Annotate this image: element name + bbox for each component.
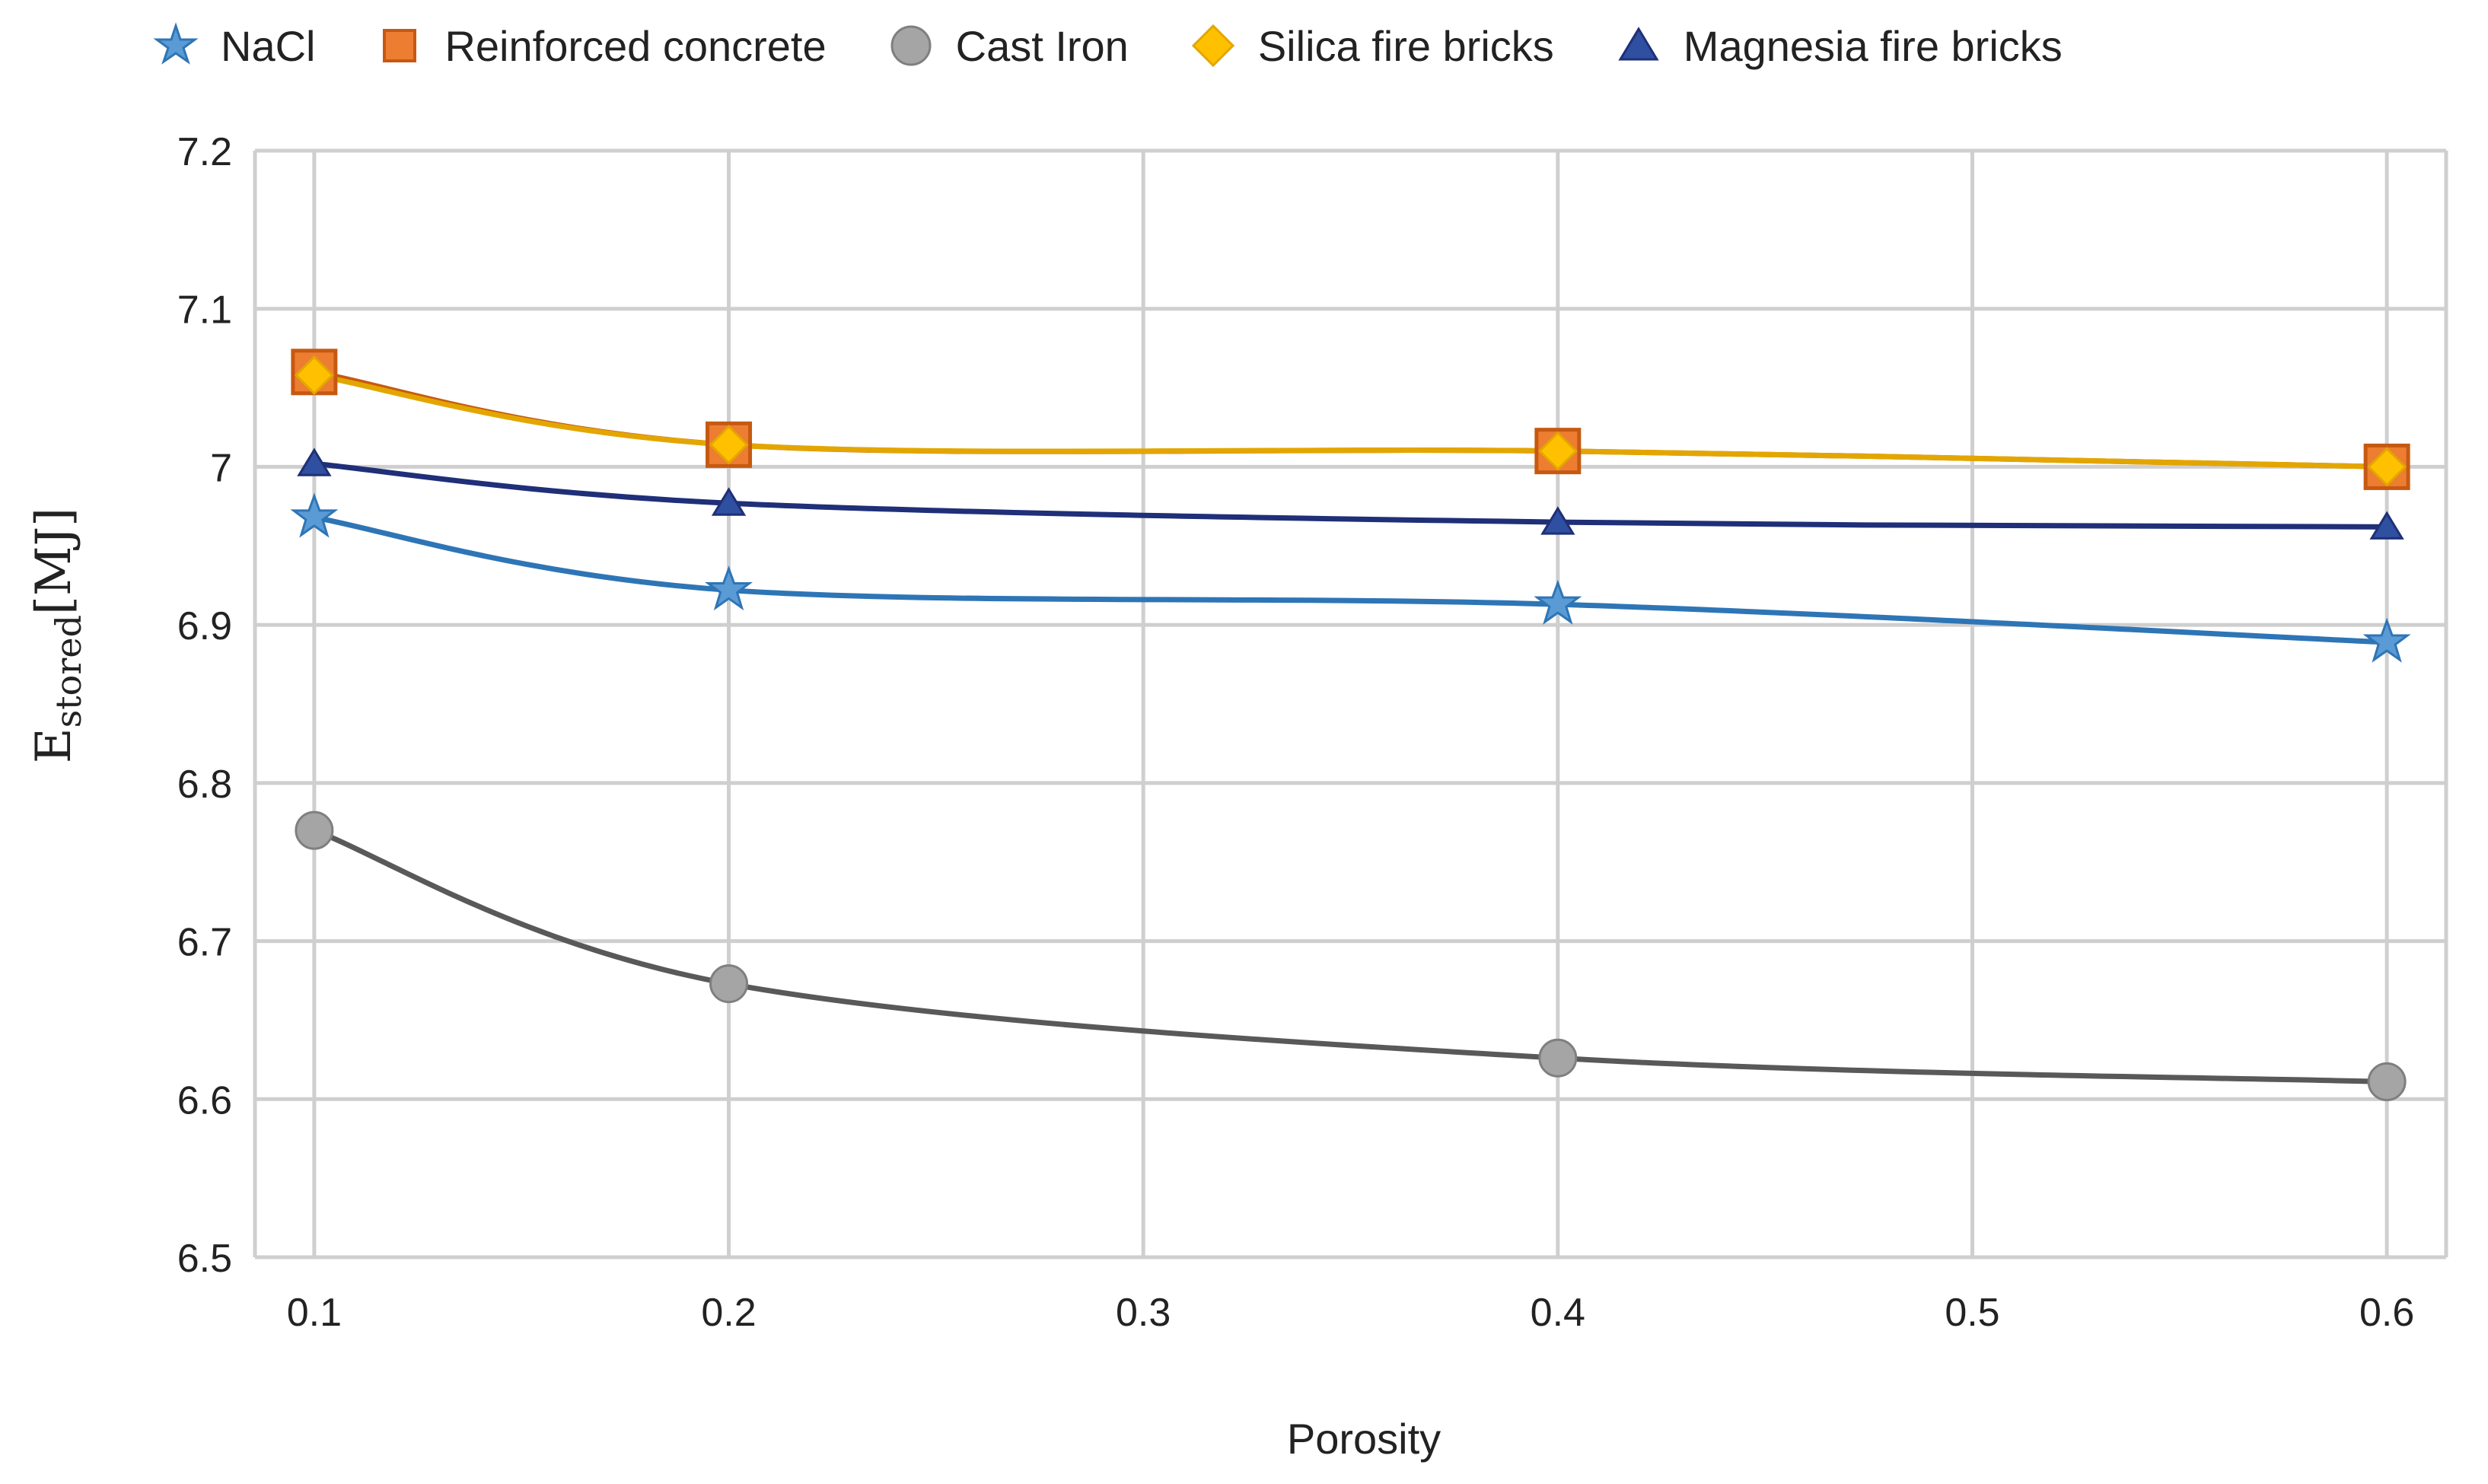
y-tick-label: 6.9 <box>177 604 232 648</box>
y-tick-label: 7.2 <box>177 130 232 174</box>
data-point-magnesia-fire-bricks <box>2369 511 2404 540</box>
x-tick-label: 0.5 <box>1945 1291 1999 1335</box>
x-tick-label: 0.6 <box>2359 1291 2414 1335</box>
data-point-cast-iron <box>295 810 334 850</box>
y-tick-label: 7.1 <box>177 288 232 333</box>
star-marker-shape <box>705 565 753 611</box>
legend-label: Cast Iron <box>955 21 1129 70</box>
data-point-nacl <box>2362 617 2411 663</box>
data-point-nacl <box>1534 579 1582 625</box>
triangle-icon <box>1615 22 1662 69</box>
y-axis-title-main: E <box>26 728 82 763</box>
legend-item-cast-iron: Cast Iron <box>887 21 1129 71</box>
x-tick-label: 0.2 <box>701 1291 756 1335</box>
y-tick-label: 6.6 <box>177 1078 232 1123</box>
triangle-marker-shape <box>2369 511 2404 540</box>
diamond-marker-shape <box>1537 431 1578 471</box>
circle-icon <box>887 22 935 69</box>
series-line-cast-iron <box>311 827 2390 1084</box>
data-point-magnesia-fire-bricks <box>1540 506 1575 535</box>
series-line-silica-fire-bricks <box>311 372 2390 470</box>
triangle-marker-shape <box>297 447 332 476</box>
chart-legend: NaCl Reinforced concrete Cast Iron Silic… <box>152 14 2063 78</box>
y-axis-title-unit: [MJ] <box>26 508 82 615</box>
star-marker-shape <box>290 492 339 538</box>
legend-item-magnesia-fire-bricks: Magnesia fire bricks <box>1615 21 2063 71</box>
data-point-silica-fire-bricks <box>2366 447 2407 487</box>
circle-marker-shape <box>1538 1038 1578 1078</box>
data-point-magnesia-fire-bricks <box>711 487 747 516</box>
diamond-marker-shape <box>294 355 335 396</box>
x-tick-label: 0.3 <box>1116 1291 1171 1335</box>
triangle-marker-shape <box>1540 506 1575 535</box>
diamond-icon <box>1190 22 1237 69</box>
legend-label: NaCl <box>221 21 316 70</box>
circle-marker-shape <box>2367 1062 2407 1101</box>
star-marker-shape <box>1534 579 1582 625</box>
data-point-cast-iron <box>709 964 749 1004</box>
data-point-nacl <box>705 565 753 611</box>
x-tick-label: 0.4 <box>1531 1291 1585 1335</box>
triangle-marker-shape <box>711 487 747 516</box>
y-tick-label: 6.7 <box>177 921 232 965</box>
marker-layer <box>290 349 2411 1101</box>
legend-label: Magnesia fire bricks <box>1683 21 2063 70</box>
legend-label: Reinforced concrete <box>444 21 827 70</box>
y-tick-label: 7 <box>210 446 232 490</box>
diamond-marker-shape <box>2366 447 2407 487</box>
y-axis-title: Estored[MJ] <box>26 508 89 763</box>
legend-item-nacl: NaCl <box>152 21 315 71</box>
star-marker-shape <box>2362 617 2411 663</box>
data-point-cast-iron <box>1538 1038 1578 1078</box>
circle-marker-shape <box>709 964 749 1004</box>
data-point-cast-iron <box>2367 1062 2407 1101</box>
legend-item-reinforced-concrete: Reinforced concrete <box>376 21 827 71</box>
y-axis-title-sub: stored <box>48 615 89 728</box>
series-line-magnesia-fire-bricks <box>311 460 2390 530</box>
series-line-nacl <box>311 514 2390 645</box>
axes <box>253 151 2448 1257</box>
circle-marker-shape <box>295 810 334 850</box>
tick-labels: 6.5 6.6 6.7 6.8 6.9 7 7.1 7.2 0.1 0.2 0.3 0.4 0.5 0.6 <box>177 130 2415 1335</box>
star-icon <box>152 22 199 69</box>
grid <box>255 148 2446 1259</box>
diamond-marker-shape <box>709 425 749 465</box>
square-icon <box>376 22 423 69</box>
legend-label: Silica fire bricks <box>1257 21 1554 70</box>
data-point-silica-fire-bricks <box>294 355 335 396</box>
legend-item-silica-fire-bricks: Silica fire bricks <box>1190 21 1554 71</box>
data-point-silica-fire-bricks <box>709 425 749 465</box>
data-point-nacl <box>290 492 339 538</box>
y-tick-label: 6.8 <box>177 763 232 807</box>
x-axis-title: Porosity <box>1287 1415 1441 1463</box>
data-point-magnesia-fire-bricks <box>297 447 332 476</box>
series-layer <box>311 369 2390 1084</box>
data-point-silica-fire-bricks <box>1537 431 1578 471</box>
y-tick-label: 6.5 <box>177 1237 232 1281</box>
x-tick-label: 0.1 <box>287 1291 342 1335</box>
